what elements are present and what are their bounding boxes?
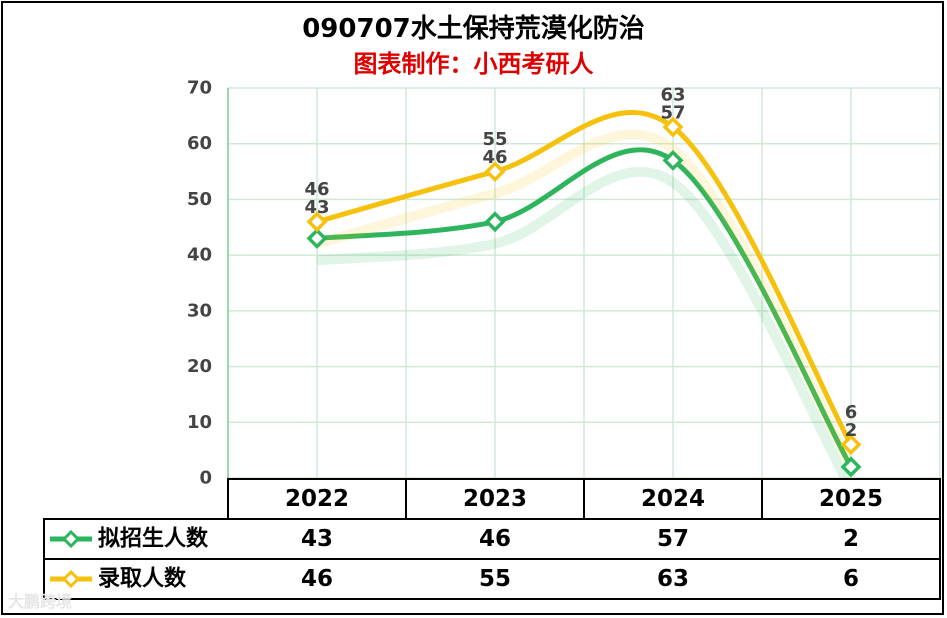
series-shadow bbox=[315, 129, 856, 470]
x-tick-label: 2025 bbox=[819, 486, 883, 512]
legend-label: 录取人数 bbox=[98, 566, 187, 592]
data-label: 46 bbox=[482, 147, 507, 168]
series-shadow bbox=[316, 166, 856, 492]
data-point-marker bbox=[306, 211, 328, 233]
data-label: 63 bbox=[660, 85, 685, 106]
chart-subtitle: 图表制作：小西考研人 bbox=[353, 50, 594, 78]
y-axis: 0 10 20 30 40 50 60 70 bbox=[187, 78, 229, 489]
y-tick-label: 10 bbox=[187, 412, 212, 433]
table-cell-value: 46 bbox=[479, 526, 511, 552]
table-cell-value: 55 bbox=[479, 566, 511, 592]
table-cell-value: 46 bbox=[301, 566, 333, 592]
series-lines bbox=[306, 110, 862, 492]
y-tick-label: 50 bbox=[187, 189, 212, 210]
legend-label: 拟招生人数 bbox=[98, 526, 209, 552]
x-tick-label: 2022 bbox=[285, 486, 349, 512]
data-point-marker bbox=[484, 161, 506, 183]
series-line bbox=[314, 147, 854, 470]
data-label: 2 bbox=[845, 420, 858, 441]
data-point-marker bbox=[662, 116, 684, 138]
data-point-marker bbox=[840, 456, 862, 478]
table-cell-value: 43 bbox=[301, 526, 333, 552]
data-label: 6 bbox=[845, 402, 858, 423]
x-tick-label: 2023 bbox=[463, 486, 527, 512]
legend-marker bbox=[61, 569, 81, 589]
y-tick-label: 20 bbox=[187, 356, 212, 377]
grid bbox=[227, 87, 941, 479]
y-tick-label: 30 bbox=[187, 300, 212, 321]
table-cell-value: 2 bbox=[843, 526, 859, 552]
series-line bbox=[314, 110, 854, 448]
y-tick-label: 60 bbox=[187, 133, 212, 154]
data-label: 43 bbox=[304, 197, 329, 218]
table-row bbox=[43, 518, 941, 560]
y-tick-label: 40 bbox=[187, 245, 212, 266]
watermark: 大鹏跨境 bbox=[8, 592, 73, 611]
data-label: 46 bbox=[304, 179, 329, 200]
y-tick-label: 0 bbox=[199, 468, 212, 489]
data-label: 57 bbox=[660, 103, 685, 124]
y-tick-label: 70 bbox=[187, 78, 212, 99]
table-cell-value: 6 bbox=[843, 566, 859, 592]
table-cell-value: 63 bbox=[657, 566, 689, 592]
data-point-marker bbox=[662, 149, 684, 171]
data-point-marker bbox=[306, 227, 328, 249]
table-cell-value: 57 bbox=[657, 526, 689, 552]
legend-marker bbox=[61, 529, 81, 549]
data-label: 55 bbox=[482, 129, 507, 150]
data-table: 2022 2023 2024 2025 拟招生人数 43 46 57 2 录取人数 46 55 63 6 bbox=[43, 478, 941, 600]
chart-title: 090707水土保持荒漠化防治 bbox=[302, 14, 645, 44]
data-point-marker bbox=[840, 434, 862, 456]
data-point-marker bbox=[484, 211, 506, 233]
x-tick-label: 2024 bbox=[641, 486, 705, 512]
